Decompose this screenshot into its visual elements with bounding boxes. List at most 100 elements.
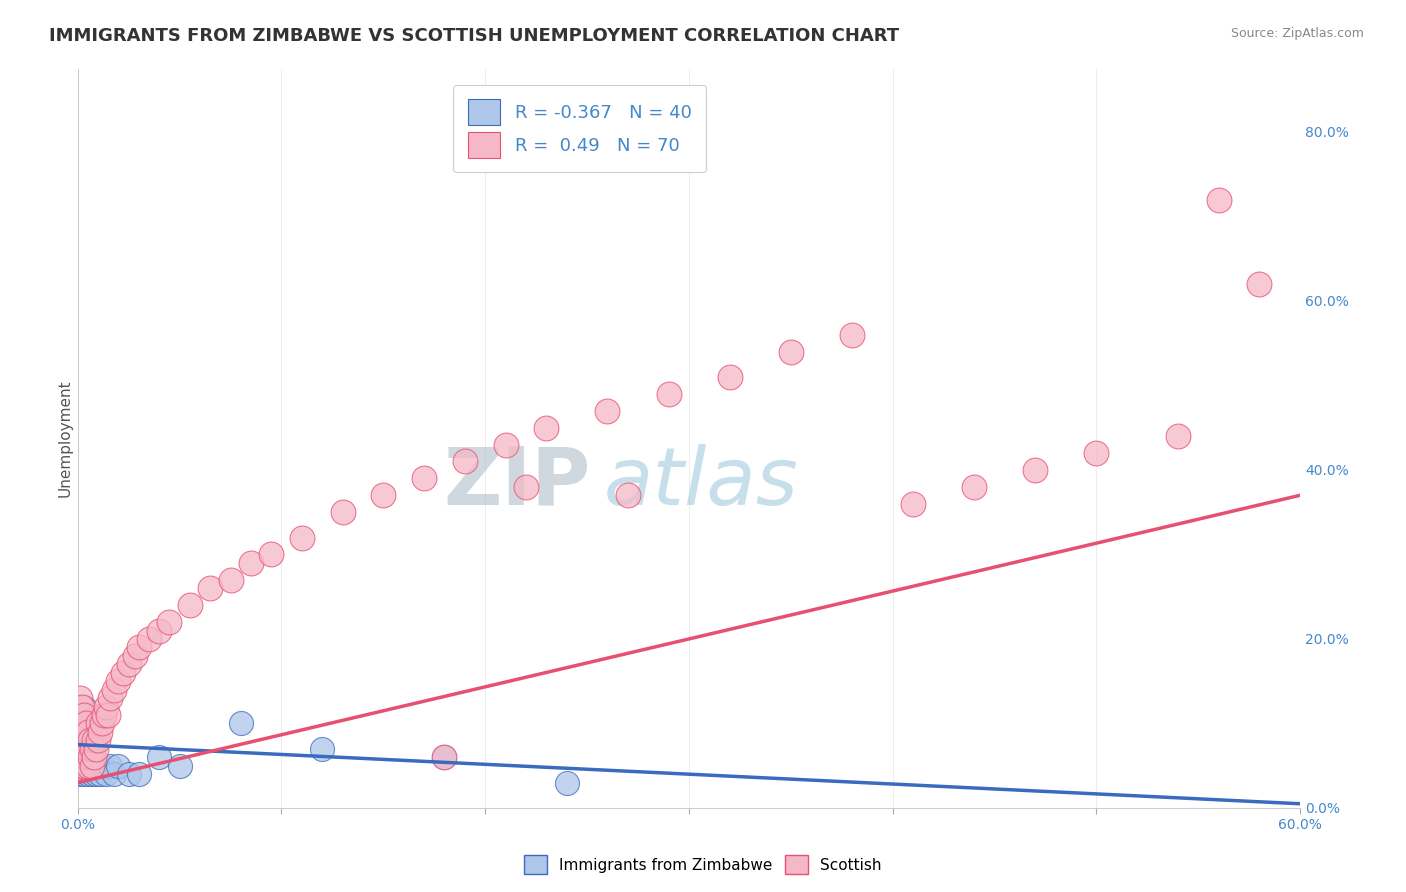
- Point: [97, 708, 120, 723]
- Point: [69, 741, 91, 756]
- Point: [73, 767, 96, 781]
- Point: [80, 758, 103, 772]
- Point: [70, 716, 93, 731]
- Point: [596, 404, 619, 418]
- Point: [536, 420, 558, 434]
- Point: [98, 758, 121, 772]
- Point: [1024, 463, 1046, 477]
- Point: [93, 708, 115, 723]
- Point: [179, 598, 201, 612]
- Point: [118, 767, 141, 781]
- Point: [84, 767, 107, 781]
- Point: [75, 741, 97, 756]
- Point: [239, 556, 262, 570]
- Point: [718, 370, 741, 384]
- Point: [77, 750, 100, 764]
- Point: [433, 750, 456, 764]
- Point: [80, 750, 103, 764]
- Point: [87, 758, 110, 772]
- Point: [69, 708, 91, 723]
- Point: [103, 767, 125, 781]
- Point: [454, 454, 477, 468]
- Point: [111, 665, 134, 680]
- Point: [75, 750, 97, 764]
- Point: [75, 758, 97, 772]
- Point: [80, 741, 103, 756]
- Point: [413, 471, 436, 485]
- Point: [291, 531, 314, 545]
- Point: [87, 733, 110, 747]
- Point: [70, 725, 93, 739]
- Y-axis label: Unemployment: Unemployment: [58, 379, 72, 497]
- Point: [555, 775, 578, 789]
- Point: [311, 741, 333, 756]
- Point: [70, 733, 93, 747]
- Point: [157, 615, 180, 629]
- Point: [69, 767, 91, 781]
- Point: [83, 750, 105, 764]
- Point: [75, 725, 97, 739]
- Point: [69, 691, 91, 706]
- Point: [91, 716, 114, 731]
- Point: [779, 344, 801, 359]
- Point: [69, 758, 91, 772]
- Point: [75, 716, 97, 731]
- Point: [73, 708, 96, 723]
- Point: [148, 750, 170, 764]
- Point: [1208, 193, 1230, 207]
- Point: [1167, 429, 1189, 443]
- Point: [70, 741, 93, 756]
- Point: [841, 327, 863, 342]
- Point: [128, 640, 150, 655]
- Point: [73, 741, 96, 756]
- Point: [495, 437, 517, 451]
- Point: [73, 750, 96, 764]
- Point: [77, 725, 100, 739]
- Point: [79, 750, 101, 764]
- Point: [89, 767, 111, 781]
- Point: [260, 548, 283, 562]
- Point: [1249, 277, 1271, 291]
- Text: atlas: atlas: [603, 443, 799, 522]
- Point: [77, 733, 100, 747]
- Point: [229, 716, 252, 731]
- Point: [219, 573, 242, 587]
- Point: [77, 758, 100, 772]
- Text: IMMIGRANTS FROM ZIMBABWE VS SCOTTISH UNEMPLOYMENT CORRELATION CHART: IMMIGRANTS FROM ZIMBABWE VS SCOTTISH UNE…: [49, 27, 900, 45]
- Point: [70, 708, 93, 723]
- Point: [198, 581, 221, 595]
- Point: [98, 691, 121, 706]
- Point: [118, 657, 141, 672]
- Point: [657, 387, 679, 401]
- Point: [373, 488, 395, 502]
- Point: [107, 674, 129, 689]
- Point: [79, 741, 101, 756]
- Point: [70, 750, 93, 764]
- Point: [963, 480, 986, 494]
- Point: [433, 750, 456, 764]
- Point: [69, 725, 91, 739]
- Point: [73, 725, 96, 739]
- Point: [901, 497, 924, 511]
- Point: [124, 648, 146, 663]
- Point: [69, 716, 91, 731]
- Point: [332, 505, 354, 519]
- Point: [73, 699, 96, 714]
- Point: [148, 624, 170, 638]
- Point: [73, 716, 96, 731]
- Point: [84, 741, 107, 756]
- Point: [89, 725, 111, 739]
- Point: [77, 767, 100, 781]
- Point: [138, 632, 160, 646]
- Point: [128, 767, 150, 781]
- Point: [96, 767, 118, 781]
- Point: [87, 716, 110, 731]
- Point: [79, 758, 101, 772]
- Point: [103, 682, 125, 697]
- Legend: Immigrants from Zimbabwe, Scottish: Immigrants from Zimbabwe, Scottish: [519, 849, 887, 880]
- Point: [69, 733, 91, 747]
- Point: [73, 758, 96, 772]
- Text: Source: ZipAtlas.com: Source: ZipAtlas.com: [1230, 27, 1364, 40]
- Point: [515, 480, 537, 494]
- Point: [91, 758, 114, 772]
